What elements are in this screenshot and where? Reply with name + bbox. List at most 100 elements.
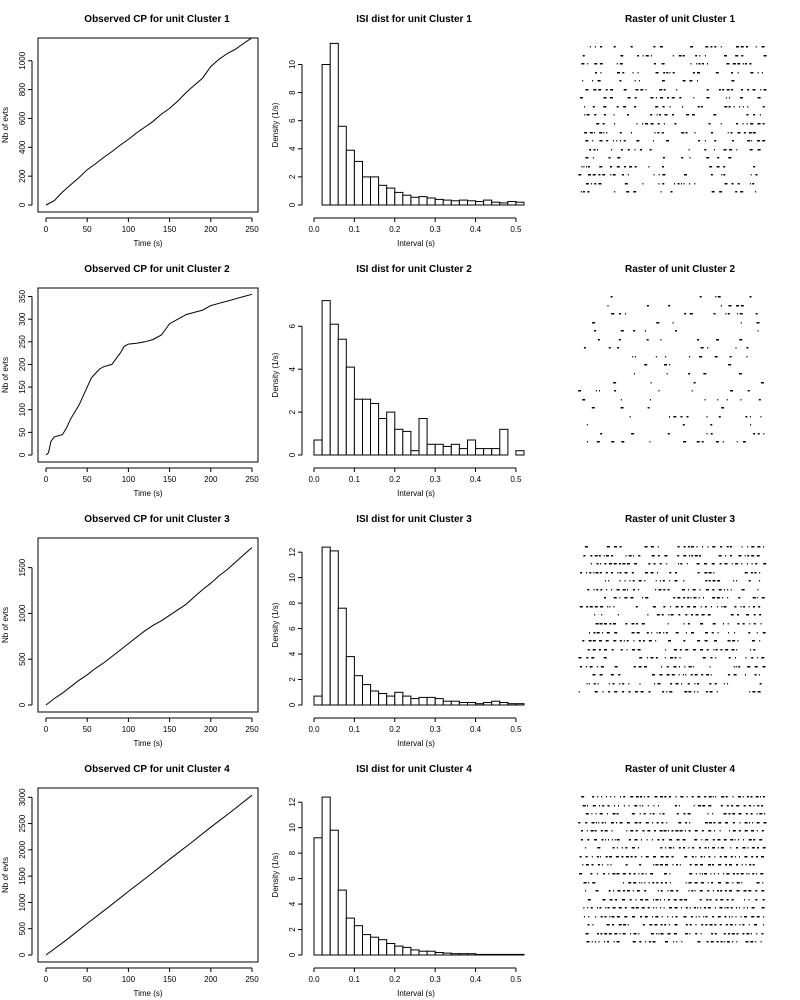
spike-mark: [704, 563, 707, 565]
spike-mark: [758, 606, 761, 608]
spike-mark: [723, 174, 726, 176]
spike-mark: [673, 941, 675, 943]
spike-mark: [702, 63, 704, 65]
spike-mark: [687, 683, 690, 685]
spike-mark: [616, 589, 620, 591]
spike-mark: [647, 907, 650, 909]
spike-mark: [657, 555, 660, 557]
spike-mark: [606, 796, 607, 798]
spike-mark: [657, 132, 660, 134]
spike-mark: [622, 563, 626, 565]
spike-mark: [733, 106, 735, 108]
spike-mark: [712, 864, 714, 866]
spike-mark: [579, 606, 583, 608]
spike-mark: [642, 183, 644, 185]
histogram-bar: [337, 889, 347, 956]
y-tick-label: 3000: [18, 788, 27, 806]
spike-mark: [735, 347, 737, 349]
spike-mark: [656, 322, 660, 324]
spike-mark: [697, 640, 701, 642]
spike-mark: [676, 839, 680, 841]
spike-mark: [747, 89, 750, 91]
spike-mark: [657, 890, 659, 892]
histogram-bar: [434, 198, 444, 206]
x-tick-label: 100: [122, 975, 136, 984]
spike-mark: [729, 924, 733, 926]
spike-mark: [712, 589, 715, 591]
spike-mark: [628, 683, 630, 685]
spike-mark: [712, 597, 716, 599]
spike-mark: [717, 916, 721, 918]
spike-mark: [737, 72, 739, 74]
spike-mark: [735, 55, 739, 57]
spike-mark: [603, 97, 607, 99]
spike-mark: [707, 882, 709, 884]
spike-mark: [729, 890, 732, 892]
spike-mark: [712, 580, 716, 582]
spike-mark: [752, 691, 756, 693]
spike-mark: [646, 632, 649, 634]
spike-mark: [675, 830, 679, 832]
raster-marks: [578, 46, 767, 193]
spike-mark: [599, 166, 603, 168]
spike-mark: [608, 873, 610, 875]
spike-mark: [611, 822, 614, 824]
spike-mark: [745, 813, 748, 815]
spike-mark: [616, 106, 619, 108]
y-tick-label: 6: [288, 324, 297, 329]
spike-mark: [689, 864, 692, 866]
x-axis-label: Interval (s): [397, 739, 435, 748]
spike-mark: [752, 132, 756, 134]
spike-mark: [604, 941, 606, 943]
spike-mark: [608, 157, 611, 159]
spike-mark: [668, 305, 671, 307]
spike-mark: [756, 882, 760, 884]
spike-mark: [637, 55, 640, 57]
spike-mark: [657, 123, 660, 125]
spike-mark: [693, 382, 696, 384]
spike-mark: [600, 916, 603, 918]
spike-mark: [725, 649, 729, 651]
spike-mark: [689, 924, 692, 926]
spike-mark: [759, 580, 761, 582]
spike-mark: [720, 805, 723, 807]
histogram-bar: [410, 196, 420, 206]
spike-mark: [669, 839, 673, 841]
spike-mark: [591, 822, 595, 824]
spike-mark: [708, 822, 712, 824]
y-tick-label: 500: [18, 921, 27, 935]
spike-mark: [582, 864, 584, 866]
spike-mark: [736, 882, 740, 884]
spike-mark: [701, 441, 704, 443]
spike-mark: [683, 555, 687, 557]
spike-mark: [707, 614, 711, 616]
spike-mark: [703, 373, 707, 375]
spike-mark: [655, 640, 657, 642]
spike-mark: [663, 830, 667, 832]
spike-mark: [599, 856, 601, 858]
plot-frame: [37, 787, 259, 963]
spike-mark: [635, 907, 639, 909]
panel-title: ISI dist for unit Cluster 3: [356, 514, 472, 525]
spike-mark: [606, 132, 608, 134]
spike-mark: [585, 822, 588, 824]
spike-mark: [592, 882, 596, 884]
spike-mark: [737, 623, 740, 625]
spike-mark: [718, 873, 720, 875]
y-axis-label: Nb of evts: [1, 607, 10, 643]
spike-mark: [660, 933, 664, 935]
spike-mark: [597, 666, 599, 668]
spike-mark: [718, 589, 722, 591]
y-tick-label: 200: [18, 169, 27, 183]
spike-mark: [715, 72, 719, 74]
spike-mark: [633, 666, 636, 668]
spike-mark: [728, 305, 732, 307]
spike-mark: [740, 305, 744, 307]
spike-mark: [724, 890, 727, 892]
histogram-bar: [370, 176, 380, 206]
spike-mark: [652, 813, 655, 815]
spike-mark: [589, 149, 592, 151]
histogram-bar: [329, 550, 339, 706]
spike-mark: [637, 72, 639, 74]
